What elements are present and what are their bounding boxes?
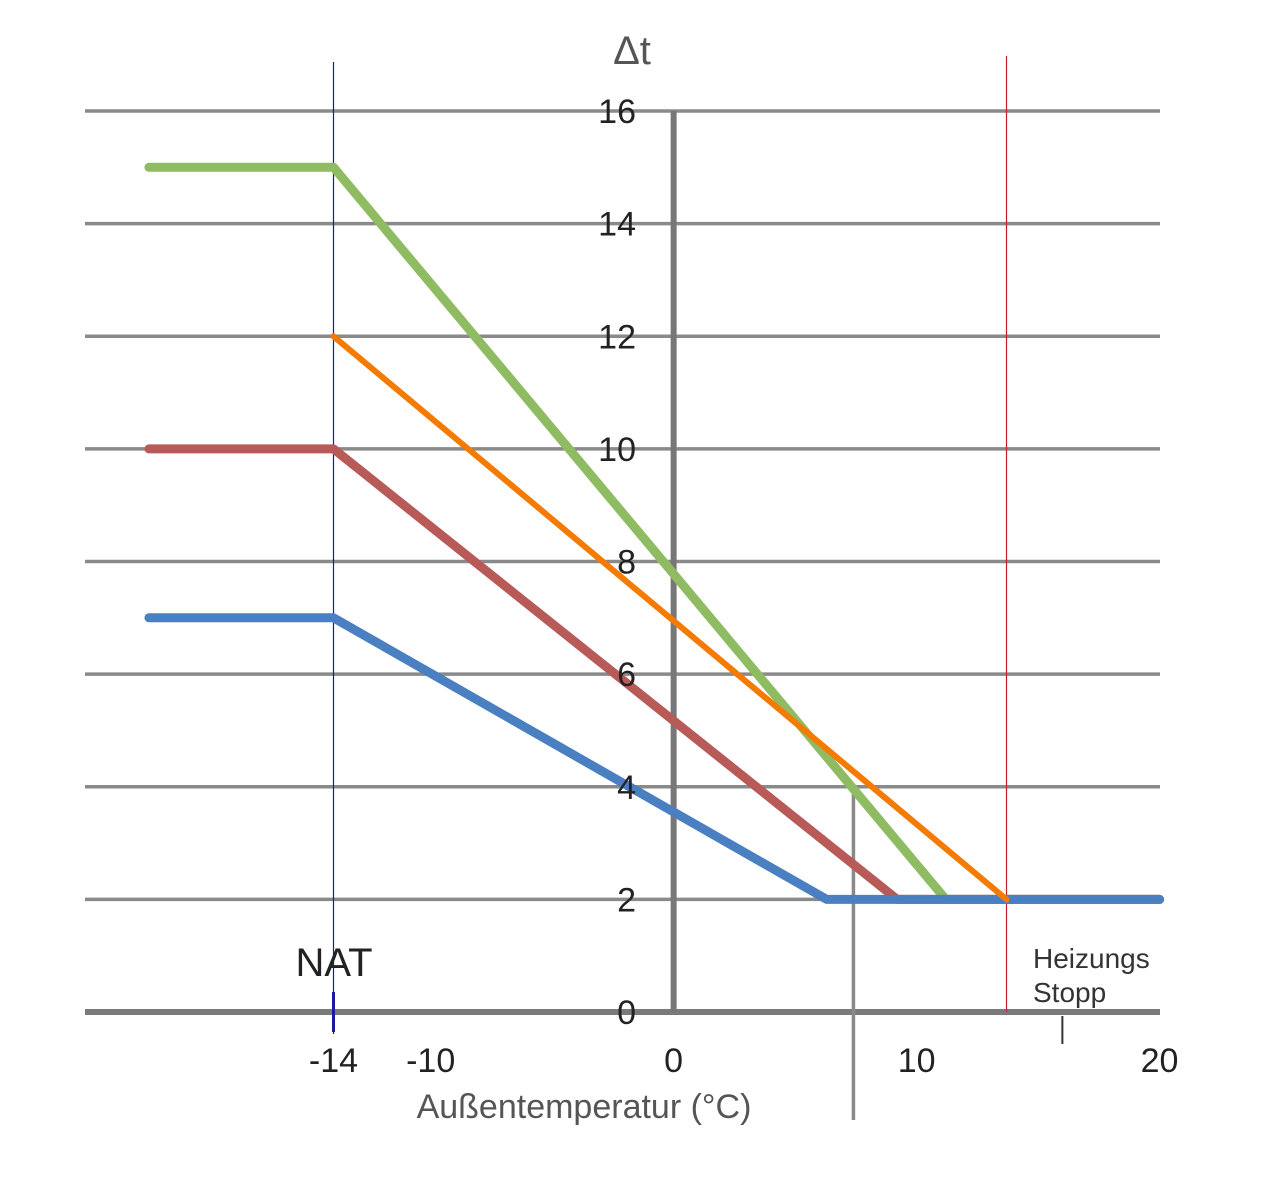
nat-label: NAT — [295, 941, 372, 985]
x-tick-label: -10 — [406, 1042, 455, 1080]
y-tick-label: 10 — [598, 431, 636, 469]
series-blue-line — [144, 613, 1165, 904]
y-tick-label: 4 — [617, 769, 636, 807]
y-tick-label: 14 — [598, 206, 636, 244]
axes — [85, 111, 1160, 1015]
x-tick-label: 0 — [664, 1042, 683, 1080]
heating-stop-label-line1: Heizungs — [1033, 943, 1150, 974]
y-tick-label: 0 — [617, 994, 636, 1032]
series-orange-line — [330, 333, 1010, 903]
series-lines — [144, 162, 1165, 904]
x-axis-label: Außentemperatur (°C) — [417, 1088, 752, 1126]
y-axis-label: Δt — [613, 29, 651, 73]
series-green-line — [144, 162, 1165, 904]
heating-stop-label-line2: Stopp — [1033, 977, 1106, 1008]
x-tick-label: 10 — [898, 1042, 936, 1080]
x-tick-labels: -14 -10 0 10 20 — [309, 1042, 1179, 1080]
y-tick-label: 2 — [617, 881, 636, 919]
x-tick-label: 20 — [1141, 1042, 1179, 1080]
y-tick-label: 16 — [598, 93, 636, 131]
y-tick-labels: 0 2 4 6 8 10 12 14 16 — [598, 93, 636, 1032]
reference-lines — [332, 56, 1064, 1120]
y-tick-label: 8 — [617, 544, 636, 582]
y-tick-label: 12 — [598, 318, 636, 356]
x-tick-label: -14 — [309, 1042, 358, 1080]
y-tick-label: 6 — [617, 656, 636, 694]
